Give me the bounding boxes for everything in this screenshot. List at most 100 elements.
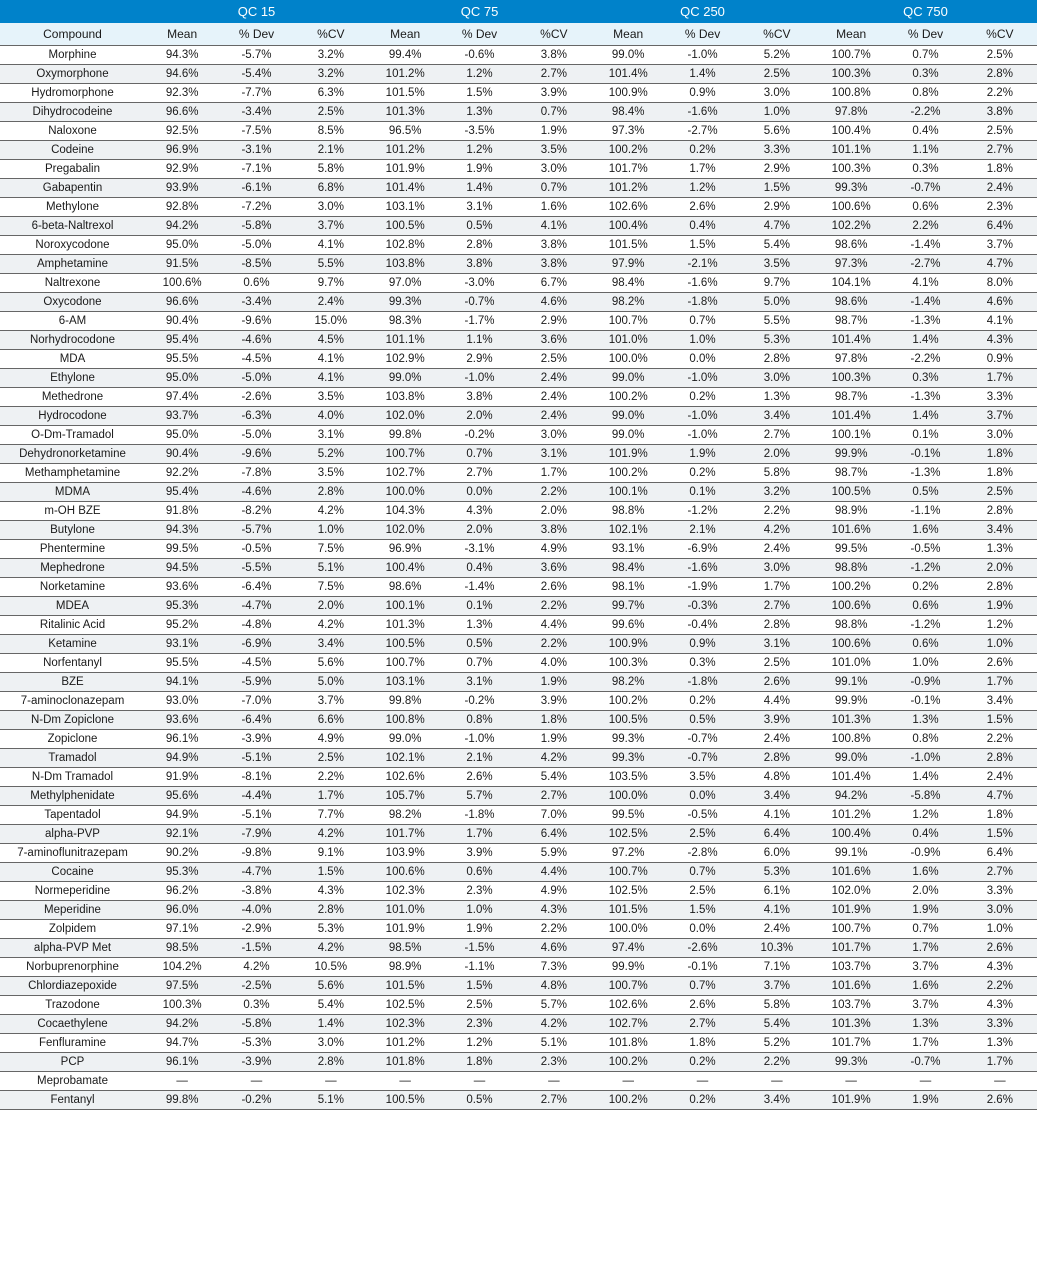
data-cell: 3.8% (442, 388, 516, 407)
compound-cell: Cocaethylene (0, 1015, 145, 1034)
data-cell: 1.9% (517, 122, 591, 141)
data-cell: — (219, 1072, 293, 1091)
data-cell: 3.4% (963, 521, 1037, 540)
data-cell: 102.9% (368, 350, 442, 369)
data-cell: 4.1% (517, 217, 591, 236)
qc-header-blank (0, 0, 145, 23)
data-cell: 0.0% (665, 787, 739, 806)
data-cell: 101.3% (814, 1015, 888, 1034)
data-cell: 0.2% (665, 1091, 739, 1110)
data-cell: 1.2% (963, 616, 1037, 635)
data-cell: 2.6% (442, 768, 516, 787)
data-cell: -5.8% (219, 217, 293, 236)
data-cell: 1.8% (665, 1034, 739, 1053)
data-cell: 2.5% (963, 483, 1037, 502)
data-cell: -5.3% (219, 1034, 293, 1053)
data-cell: 2.8% (740, 616, 814, 635)
table-row: Normeperidine96.2%-3.8%4.3%102.3%2.3%4.9… (0, 882, 1037, 901)
data-cell: — (888, 1072, 962, 1091)
compound-cell: Fentanyl (0, 1091, 145, 1110)
data-cell: -2.6% (219, 388, 293, 407)
data-cell: 101.4% (368, 179, 442, 198)
data-cell: 0.4% (888, 825, 962, 844)
data-cell: 99.9% (814, 692, 888, 711)
table-row: Zolpidem97.1%-2.9%5.3%101.9%1.9%2.2%100.… (0, 920, 1037, 939)
data-cell: 4.6% (517, 293, 591, 312)
data-cell: — (963, 1072, 1037, 1091)
compound-cell: MDEA (0, 597, 145, 616)
data-cell: 3.0% (963, 426, 1037, 445)
data-cell: 5.4% (740, 1015, 814, 1034)
data-cell: 100.0% (368, 483, 442, 502)
data-cell: 1.1% (442, 331, 516, 350)
data-cell: 100.7% (591, 977, 665, 996)
data-cell: 2.5% (740, 65, 814, 84)
data-cell: 101.3% (368, 616, 442, 635)
data-cell: 2.2% (517, 920, 591, 939)
data-cell: 101.4% (814, 331, 888, 350)
data-cell: -1.0% (888, 749, 962, 768)
data-cell: 2.7% (740, 597, 814, 616)
data-cell: -3.9% (219, 1053, 293, 1072)
data-cell: 2.9% (740, 198, 814, 217)
data-cell: 5.3% (294, 920, 368, 939)
data-cell: 7.5% (294, 578, 368, 597)
compound-cell: Fenfluramine (0, 1034, 145, 1053)
data-cell: 2.7% (442, 464, 516, 483)
data-cell: 101.1% (814, 141, 888, 160)
data-cell: 0.1% (665, 483, 739, 502)
data-cell: 100.1% (591, 483, 665, 502)
data-cell: 3.3% (740, 141, 814, 160)
data-cell: -6.3% (219, 407, 293, 426)
compound-cell: Tapentadol (0, 806, 145, 825)
data-cell: 100.0% (591, 350, 665, 369)
data-cell: -5.7% (219, 521, 293, 540)
data-cell: 92.8% (145, 198, 219, 217)
data-cell: 102.1% (368, 749, 442, 768)
data-cell: 0.3% (888, 160, 962, 179)
compound-cell: Dehydronorketamine (0, 445, 145, 464)
data-cell: 4.1% (740, 901, 814, 920)
col-dev: % Dev (442, 23, 516, 46)
data-cell: 5.3% (740, 863, 814, 882)
data-cell: 0.1% (442, 597, 516, 616)
data-cell: -3.4% (219, 293, 293, 312)
data-cell: 3.5% (294, 464, 368, 483)
data-cell: 9.1% (294, 844, 368, 863)
data-cell: 101.8% (368, 1053, 442, 1072)
data-cell: 95.5% (145, 654, 219, 673)
data-cell: 100.4% (814, 825, 888, 844)
table-row: Ritalinic Acid95.2%-4.8%4.2%101.3%1.3%4.… (0, 616, 1037, 635)
data-cell: 2.4% (294, 293, 368, 312)
data-cell: 101.6% (814, 977, 888, 996)
col-compound: Compound (0, 23, 145, 46)
data-cell: 3.8% (963, 103, 1037, 122)
table-row: N-Dm Tramadol91.9%-8.1%2.2%102.6%2.6%5.4… (0, 768, 1037, 787)
data-cell: 99.6% (591, 616, 665, 635)
data-cell: 95.0% (145, 426, 219, 445)
data-cell: -0.7% (888, 1053, 962, 1072)
compound-cell: Trazodone (0, 996, 145, 1015)
data-cell: -0.1% (888, 692, 962, 711)
data-cell: 101.0% (591, 331, 665, 350)
data-cell: -5.0% (219, 236, 293, 255)
data-cell: -7.9% (219, 825, 293, 844)
table-row: Hydrocodone93.7%-6.3%4.0%102.0%2.0%2.4%9… (0, 407, 1037, 426)
data-cell: 0.0% (442, 483, 516, 502)
data-cell: 91.5% (145, 255, 219, 274)
data-cell: -4.7% (219, 863, 293, 882)
data-cell: 2.9% (517, 312, 591, 331)
data-cell: 2.6% (517, 578, 591, 597)
data-cell: 4.7% (740, 217, 814, 236)
data-cell: 2.8% (963, 65, 1037, 84)
data-cell: -1.3% (888, 312, 962, 331)
data-cell: 103.7% (814, 996, 888, 1015)
data-cell: 1.0% (963, 920, 1037, 939)
data-cell: 4.1% (294, 369, 368, 388)
compound-cell: 7-aminoclonazepam (0, 692, 145, 711)
data-cell: 94.9% (145, 749, 219, 768)
data-cell: -3.8% (219, 882, 293, 901)
data-cell: 0.4% (665, 217, 739, 236)
data-cell: 1.5% (963, 711, 1037, 730)
data-cell: 102.0% (368, 521, 442, 540)
